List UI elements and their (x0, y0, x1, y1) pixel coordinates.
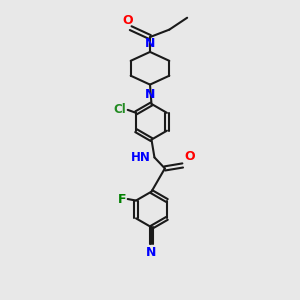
Text: O: O (122, 14, 133, 27)
Text: N: N (145, 88, 155, 100)
Text: Cl: Cl (114, 103, 127, 116)
Text: N: N (146, 246, 157, 259)
Text: O: O (184, 150, 195, 163)
Text: HN: HN (131, 151, 151, 164)
Text: N: N (145, 37, 155, 50)
Text: F: F (118, 193, 127, 206)
